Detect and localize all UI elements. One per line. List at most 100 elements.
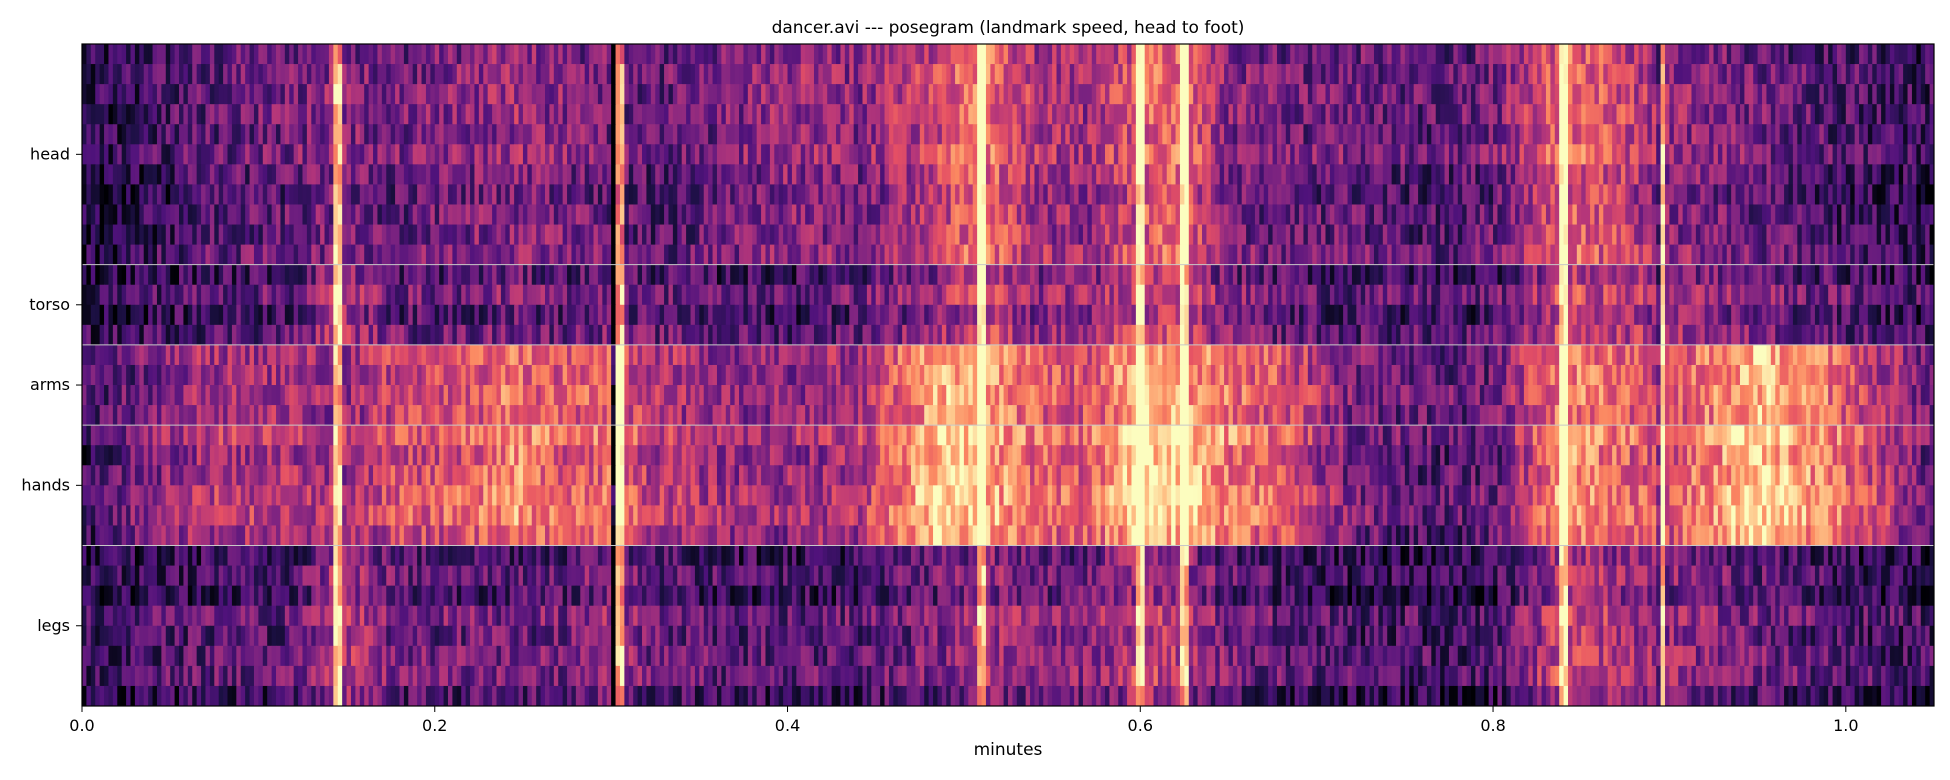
heatmap-cell bbox=[1038, 124, 1044, 145]
heatmap-cell bbox=[1241, 84, 1247, 105]
heatmap-cell bbox=[990, 144, 996, 165]
heatmap-cell bbox=[1493, 264, 1498, 286]
heatmap-cell bbox=[1157, 104, 1163, 125]
heatmap-cell bbox=[218, 204, 224, 226]
heatmap-cell bbox=[664, 164, 669, 185]
heatmap-cell bbox=[1537, 144, 1543, 165]
heatmap-cell bbox=[1365, 164, 1371, 185]
heatmap-cell bbox=[1431, 204, 1437, 226]
heatmap-cell bbox=[1250, 44, 1256, 65]
heatmap-cell bbox=[412, 84, 418, 105]
heatmap-cell bbox=[593, 264, 599, 286]
heatmap-cell bbox=[1832, 244, 1838, 266]
heatmap-cell bbox=[192, 84, 198, 105]
heatmap-cell bbox=[628, 144, 634, 165]
heatmap-cell bbox=[977, 264, 983, 286]
heatmap-cell bbox=[289, 224, 295, 246]
heatmap-cell bbox=[866, 84, 872, 105]
heatmap-cell bbox=[1766, 64, 1772, 85]
heatmap-cell bbox=[743, 124, 749, 145]
heatmap-cell bbox=[456, 84, 462, 105]
heatmap-cell bbox=[1069, 204, 1075, 226]
heatmap-cell bbox=[1907, 204, 1913, 226]
heatmap-cell bbox=[1259, 164, 1265, 185]
heatmap-cell bbox=[1232, 64, 1238, 85]
heatmap-cell bbox=[1047, 204, 1053, 226]
heatmap-cell bbox=[822, 224, 828, 246]
heatmap-cell bbox=[536, 44, 542, 65]
heatmap-cell bbox=[884, 244, 890, 266]
heatmap-cell bbox=[1748, 244, 1754, 266]
heatmap-cell bbox=[1903, 204, 1909, 226]
heatmap-cell bbox=[1704, 164, 1710, 185]
heatmap-cell bbox=[1409, 104, 1415, 125]
heatmap-cell bbox=[1312, 184, 1318, 205]
heatmap-cell bbox=[1713, 204, 1719, 226]
heatmap-cell bbox=[1457, 184, 1463, 205]
heatmap-cell bbox=[1713, 264, 1719, 286]
heatmap-cell bbox=[368, 204, 374, 226]
heatmap-cell bbox=[284, 144, 290, 165]
heatmap-cell bbox=[1034, 164, 1040, 185]
heatmap-cell bbox=[637, 204, 643, 226]
heatmap-cell bbox=[1228, 264, 1234, 286]
heatmap-cell bbox=[1828, 184, 1834, 205]
heatmap-cell bbox=[1757, 244, 1763, 266]
heatmap-cell bbox=[884, 204, 890, 226]
heatmap-cell bbox=[1819, 44, 1825, 65]
heatmap-cell bbox=[1788, 44, 1794, 65]
heatmap-cell bbox=[849, 204, 855, 226]
heatmap-cell bbox=[1338, 204, 1344, 226]
heatmap-cell bbox=[716, 204, 722, 226]
heatmap-cell bbox=[412, 264, 418, 286]
heatmap-cell bbox=[633, 184, 639, 205]
heatmap-cell bbox=[1616, 244, 1622, 266]
heatmap-cell bbox=[840, 224, 846, 246]
heatmap-cell bbox=[1299, 144, 1304, 165]
heatmap-cell bbox=[1431, 44, 1437, 65]
heatmap-cell bbox=[1303, 84, 1309, 105]
heatmap-cell bbox=[739, 184, 744, 205]
heatmap-cell bbox=[170, 264, 176, 286]
heatmap-cell bbox=[364, 184, 370, 205]
heatmap-cell bbox=[902, 84, 908, 105]
heatmap-cell bbox=[725, 84, 731, 105]
heatmap-cell bbox=[1797, 144, 1803, 165]
heatmap-cell bbox=[743, 264, 749, 286]
heatmap-cell bbox=[536, 204, 542, 226]
heatmap-cell bbox=[1762, 124, 1767, 145]
heatmap-cell bbox=[1739, 224, 1745, 246]
heatmap-cell bbox=[642, 44, 647, 65]
heatmap-cell bbox=[518, 144, 524, 165]
heatmap-cell bbox=[1563, 184, 1569, 205]
heatmap-cell bbox=[434, 164, 440, 185]
heatmap-cell bbox=[456, 64, 462, 85]
heatmap-cell bbox=[1254, 184, 1260, 205]
heatmap-cell bbox=[1448, 244, 1454, 266]
heatmap-cell bbox=[805, 44, 811, 65]
heatmap-cell bbox=[1519, 224, 1525, 246]
heatmap-cell bbox=[1770, 44, 1776, 65]
heatmap-cell bbox=[1091, 204, 1097, 226]
heatmap-cell bbox=[258, 264, 264, 286]
heatmap-cell bbox=[994, 44, 1000, 65]
heatmap-cell bbox=[1030, 44, 1035, 65]
heatmap-cell bbox=[1400, 164, 1406, 185]
heatmap-cell bbox=[1770, 144, 1776, 165]
heatmap-cell bbox=[650, 164, 656, 185]
heatmap-cell bbox=[399, 84, 405, 105]
heatmap-cell bbox=[377, 164, 383, 185]
heatmap-cell bbox=[425, 204, 431, 226]
heatmap-cell bbox=[849, 264, 855, 286]
heatmap-cell bbox=[1845, 204, 1851, 226]
heatmap-cell bbox=[553, 104, 559, 125]
heatmap-cell bbox=[165, 184, 171, 205]
heatmap-cell bbox=[1594, 204, 1600, 226]
heatmap-cell bbox=[1440, 224, 1446, 246]
heatmap-cell bbox=[1634, 264, 1640, 286]
heatmap-cell bbox=[1343, 64, 1349, 85]
heatmap-cell bbox=[1171, 244, 1177, 266]
heatmap-cell bbox=[1179, 164, 1185, 185]
heatmap-cell bbox=[809, 164, 815, 185]
heatmap-cell bbox=[893, 144, 899, 165]
